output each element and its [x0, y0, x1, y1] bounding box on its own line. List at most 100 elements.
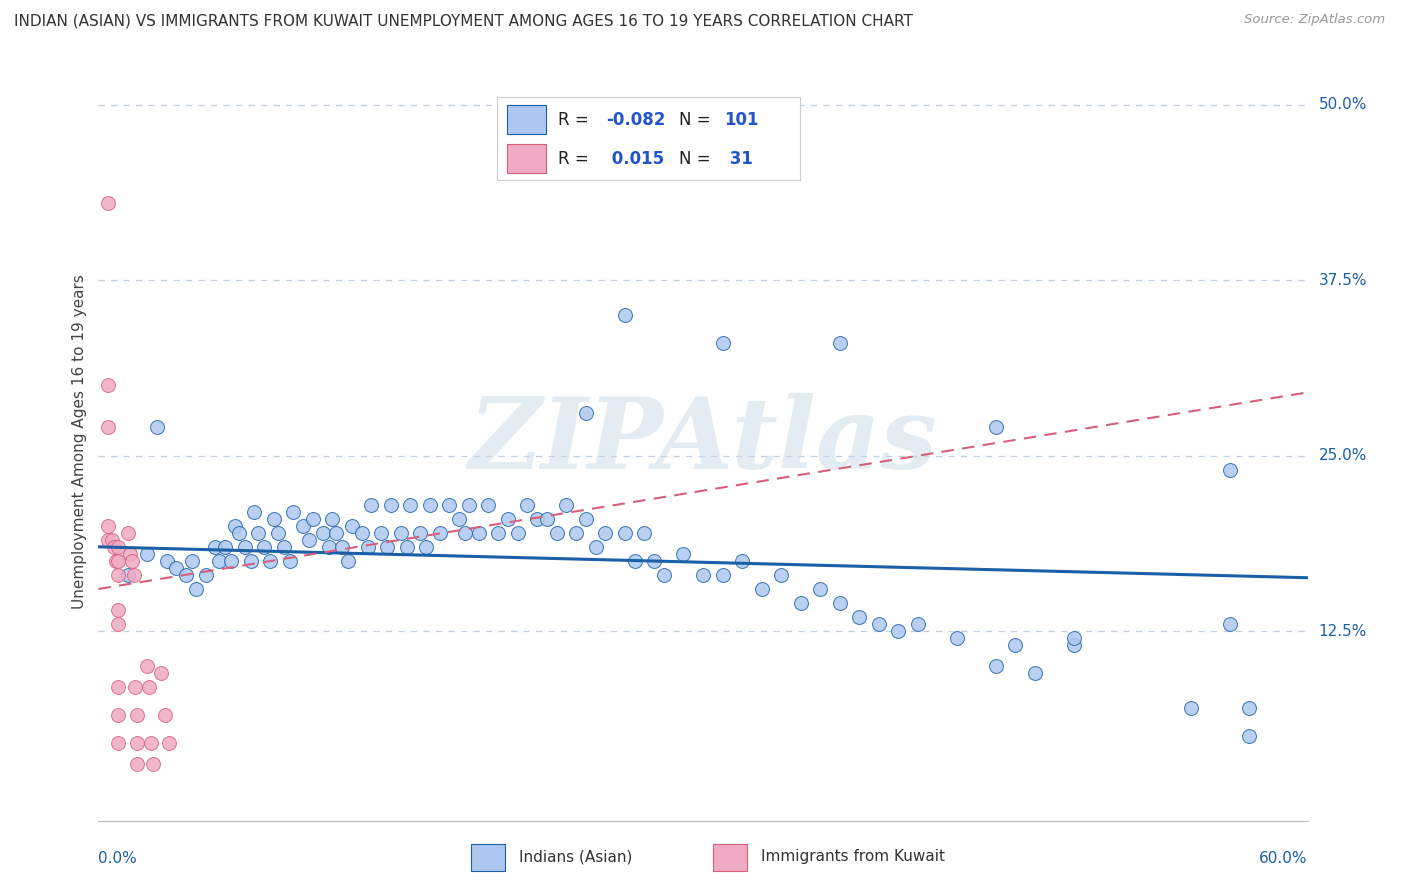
Point: [828, 596, 851, 610]
Point: [127, 736, 149, 750]
Point: [107, 540, 129, 554]
Point: [984, 659, 1007, 673]
Point: [731, 554, 754, 568]
Point: [136, 547, 159, 561]
Point: [97, 378, 120, 392]
Point: [278, 554, 301, 568]
Point: [565, 525, 588, 540]
Point: [633, 525, 655, 540]
Point: [219, 554, 242, 568]
Point: [614, 525, 637, 540]
Point: [97, 195, 120, 210]
Point: [375, 540, 398, 554]
Point: [122, 568, 145, 582]
Point: [1219, 617, 1241, 632]
Point: [243, 505, 266, 519]
Point: [136, 659, 159, 673]
Point: [789, 596, 811, 610]
Point: [194, 568, 217, 582]
Point: [165, 561, 187, 575]
Point: [157, 736, 180, 750]
Point: [118, 547, 141, 561]
Point: [184, 582, 207, 596]
Point: [1004, 638, 1026, 652]
Point: [97, 518, 120, 533]
Point: [97, 533, 120, 547]
Text: INDIAN (ASIAN) VS IMMIGRANTS FROM KUWAIT UNEMPLOYMENT AMONG AGES 16 TO 19 YEARS : INDIAN (ASIAN) VS IMMIGRANTS FROM KUWAIT…: [14, 13, 912, 29]
Point: [356, 540, 378, 554]
Point: [887, 624, 910, 639]
Point: [808, 582, 831, 596]
Point: [984, 420, 1007, 434]
Point: [1219, 462, 1241, 476]
Point: [399, 498, 422, 512]
Text: Source: ZipAtlas.com: Source: ZipAtlas.com: [1244, 13, 1385, 27]
Point: [409, 525, 432, 540]
Point: [107, 708, 129, 723]
Point: [107, 736, 129, 750]
Point: [454, 525, 477, 540]
Point: [370, 525, 392, 540]
Point: [389, 525, 412, 540]
Point: [104, 554, 127, 568]
Point: [149, 666, 172, 681]
Point: [325, 525, 347, 540]
Point: [652, 568, 675, 582]
Point: [103, 540, 125, 554]
Point: [233, 540, 256, 554]
Point: [380, 498, 402, 512]
Point: [350, 525, 373, 540]
Point: [298, 533, 321, 547]
Point: [486, 525, 509, 540]
Point: [907, 617, 929, 632]
Point: [340, 518, 363, 533]
Point: [97, 420, 120, 434]
Point: [139, 736, 162, 750]
Point: [575, 512, 598, 526]
Point: [127, 757, 149, 772]
Point: [263, 512, 285, 526]
Point: [153, 708, 176, 723]
Point: [1180, 701, 1202, 715]
Point: [868, 617, 890, 632]
Point: [415, 540, 437, 554]
Point: [1063, 638, 1085, 652]
Text: ZIPAtlas: ZIPAtlas: [468, 393, 938, 490]
Point: [138, 680, 160, 694]
Point: [848, 610, 870, 624]
Point: [555, 498, 578, 512]
Point: [267, 525, 290, 540]
Point: [360, 498, 382, 512]
Point: [546, 525, 568, 540]
Point: [496, 512, 519, 526]
Point: [208, 554, 231, 568]
Point: [239, 554, 262, 568]
Point: [828, 336, 851, 351]
Point: [107, 617, 129, 632]
Text: 37.5%: 37.5%: [1319, 273, 1367, 287]
Point: [174, 568, 197, 582]
Point: [107, 680, 129, 694]
Point: [330, 540, 353, 554]
Point: [1237, 730, 1260, 744]
Point: [467, 525, 489, 540]
Point: [117, 525, 139, 540]
Point: [429, 525, 451, 540]
Point: [769, 568, 792, 582]
Point: [711, 568, 734, 582]
Point: [312, 525, 335, 540]
Point: [1063, 631, 1085, 645]
Point: [124, 680, 146, 694]
Point: [672, 547, 695, 561]
Point: [1024, 666, 1046, 681]
Point: [536, 512, 558, 526]
Point: [643, 554, 665, 568]
Point: [181, 554, 204, 568]
Point: [224, 518, 246, 533]
Text: 12.5%: 12.5%: [1319, 624, 1367, 639]
Point: [273, 540, 295, 554]
Point: [711, 336, 734, 351]
Point: [228, 525, 250, 540]
Y-axis label: Unemployment Among Ages 16 to 19 years: Unemployment Among Ages 16 to 19 years: [72, 274, 87, 609]
Point: [214, 540, 236, 554]
